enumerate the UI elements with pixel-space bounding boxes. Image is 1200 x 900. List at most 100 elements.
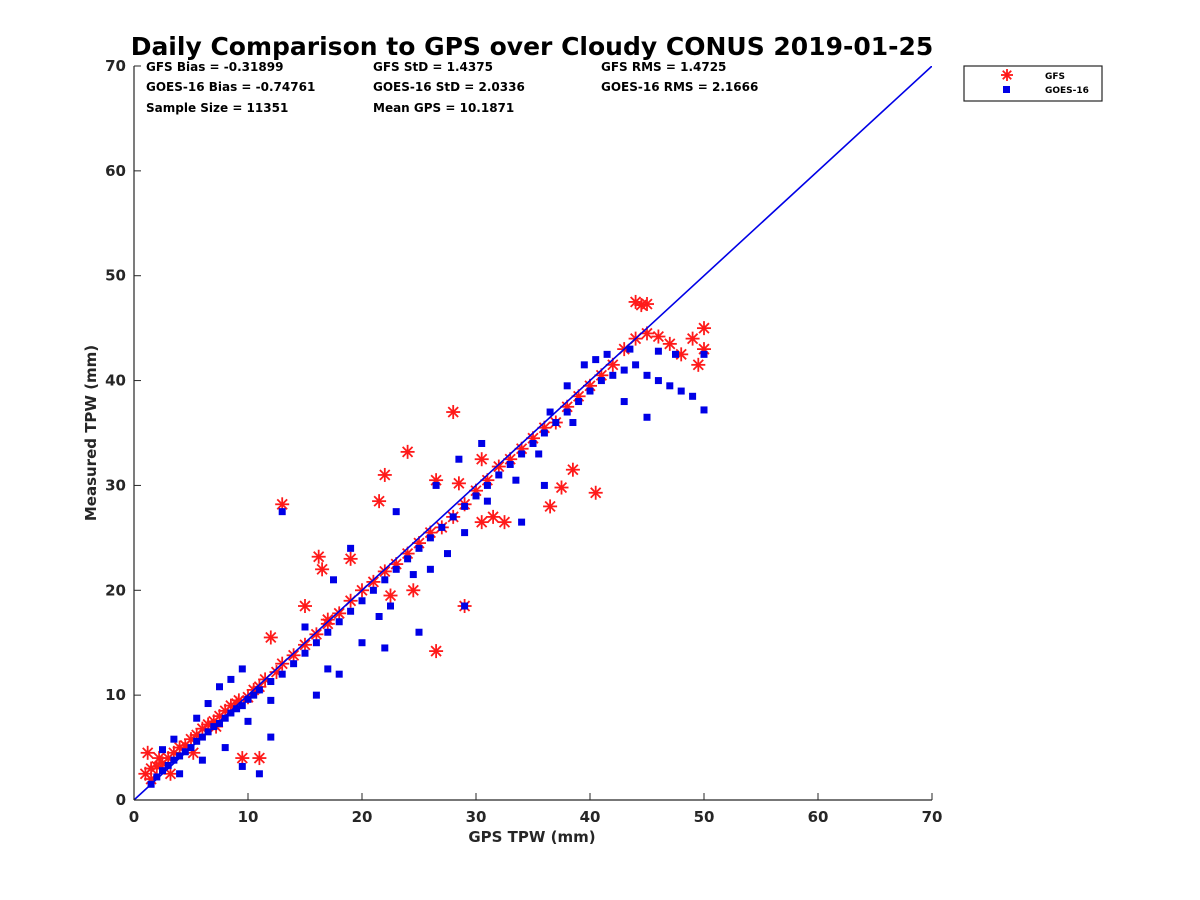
gfs-point [372, 494, 387, 509]
goes16-point [603, 350, 611, 358]
goes16-point [472, 492, 480, 500]
gfs-point [474, 515, 489, 530]
y-tick-label: 70 [105, 57, 126, 75]
goes16-point [483, 497, 491, 505]
gfs-point [298, 637, 312, 652]
goes16-point [170, 756, 178, 764]
goes16-point [170, 735, 178, 743]
goes16-point [632, 361, 640, 369]
goes16-point [478, 439, 486, 447]
x-tick-label: 0 [129, 808, 139, 826]
goes16-point [415, 544, 423, 552]
goes16-point [278, 508, 286, 516]
x-axis-label: GPS TPW (mm) [468, 828, 595, 846]
y-tick-label: 40 [105, 372, 126, 390]
stat-gfs-rms: GFS RMS = 1.4725 [601, 60, 726, 74]
goes16-point [267, 733, 275, 741]
goes16-point [164, 761, 172, 769]
goes16-point [238, 702, 246, 710]
goes16-point [381, 644, 389, 652]
gfs-point [332, 606, 347, 621]
x-tick-label: 10 [238, 808, 259, 826]
goes16-point [347, 607, 355, 615]
goes16-point [563, 382, 571, 390]
y-tick-label: 0 [116, 791, 126, 809]
goes16-point [221, 714, 229, 722]
goes16-point [540, 429, 548, 437]
gfs-point [366, 574, 381, 589]
goes16-point [375, 613, 383, 620]
goes16-point [404, 555, 412, 563]
x-tick-label: 40 [580, 808, 601, 826]
x-tick-label: 70 [922, 808, 943, 826]
gfs-point [451, 476, 466, 491]
gfs-point [543, 499, 558, 514]
x-tick-label: 20 [352, 808, 373, 826]
series-goes16 [147, 345, 708, 788]
goes16-point [529, 439, 537, 447]
gfs-point [497, 515, 512, 530]
goes16-point [461, 529, 469, 537]
goes16-point [689, 392, 697, 400]
goes16-point [592, 356, 600, 364]
gfs-point [474, 452, 489, 467]
goes16-point [392, 565, 400, 573]
goes16-point [301, 649, 309, 657]
legend-goes16-label: GOES-16 [1045, 86, 1089, 96]
goes16-point [620, 398, 628, 406]
gfs-point [697, 321, 711, 336]
gfs-point [235, 751, 250, 766]
goes16-point [330, 576, 337, 584]
y-tick-label: 60 [105, 162, 126, 180]
goes16-point [227, 709, 235, 717]
goes16-point [518, 518, 526, 526]
goes16-point [358, 639, 366, 647]
legend-goes16-marker [1003, 86, 1010, 93]
legend-gfs-asterisk [1001, 69, 1013, 81]
gfs-point [651, 329, 666, 344]
gfs-point [152, 751, 167, 766]
gfs-point [662, 336, 677, 351]
goes16-point [552, 419, 560, 427]
stat-sample-size: Sample Size = 11351 [146, 101, 288, 115]
legend: GFS GOES-16 [963, 65, 1103, 102]
gfs-point [298, 599, 312, 614]
goes16-point [461, 502, 469, 510]
stat-gfs-bias: GFS Bias = -0.31899 [146, 60, 283, 74]
gfs-point [377, 467, 392, 482]
goes16-point [176, 752, 184, 760]
gfs-point [309, 627, 324, 642]
goes16-point [455, 455, 463, 463]
gfs-point [685, 331, 700, 346]
goes16-point [449, 513, 457, 521]
goes16-point [643, 371, 651, 379]
gfs-point [491, 459, 506, 474]
goes16-point [392, 508, 400, 516]
gfs-point [406, 583, 421, 598]
goes16-point [626, 345, 634, 353]
legend-box [963, 65, 1103, 102]
goes16-point [153, 773, 161, 781]
goes16-point [563, 408, 571, 416]
gfs-point [263, 630, 278, 645]
gfs-point [343, 551, 358, 566]
goes16-point [324, 665, 332, 673]
goes16-point [358, 597, 366, 605]
goes16-point [580, 361, 588, 369]
goes16-point [216, 719, 223, 727]
goes16-point [335, 670, 343, 678]
goes16-point [444, 550, 451, 558]
goes16-point [238, 762, 246, 770]
goes16-point [540, 481, 548, 489]
goes16-point [432, 481, 440, 489]
goes16-point [255, 770, 263, 778]
gfs-point [691, 357, 706, 372]
goes16-point [438, 523, 446, 531]
goes16-point [244, 695, 252, 703]
gfs-point [383, 588, 398, 603]
gfs-point [486, 509, 501, 524]
goes16-point [290, 660, 298, 668]
gfs-point [588, 485, 603, 500]
gfs-point [315, 562, 330, 577]
